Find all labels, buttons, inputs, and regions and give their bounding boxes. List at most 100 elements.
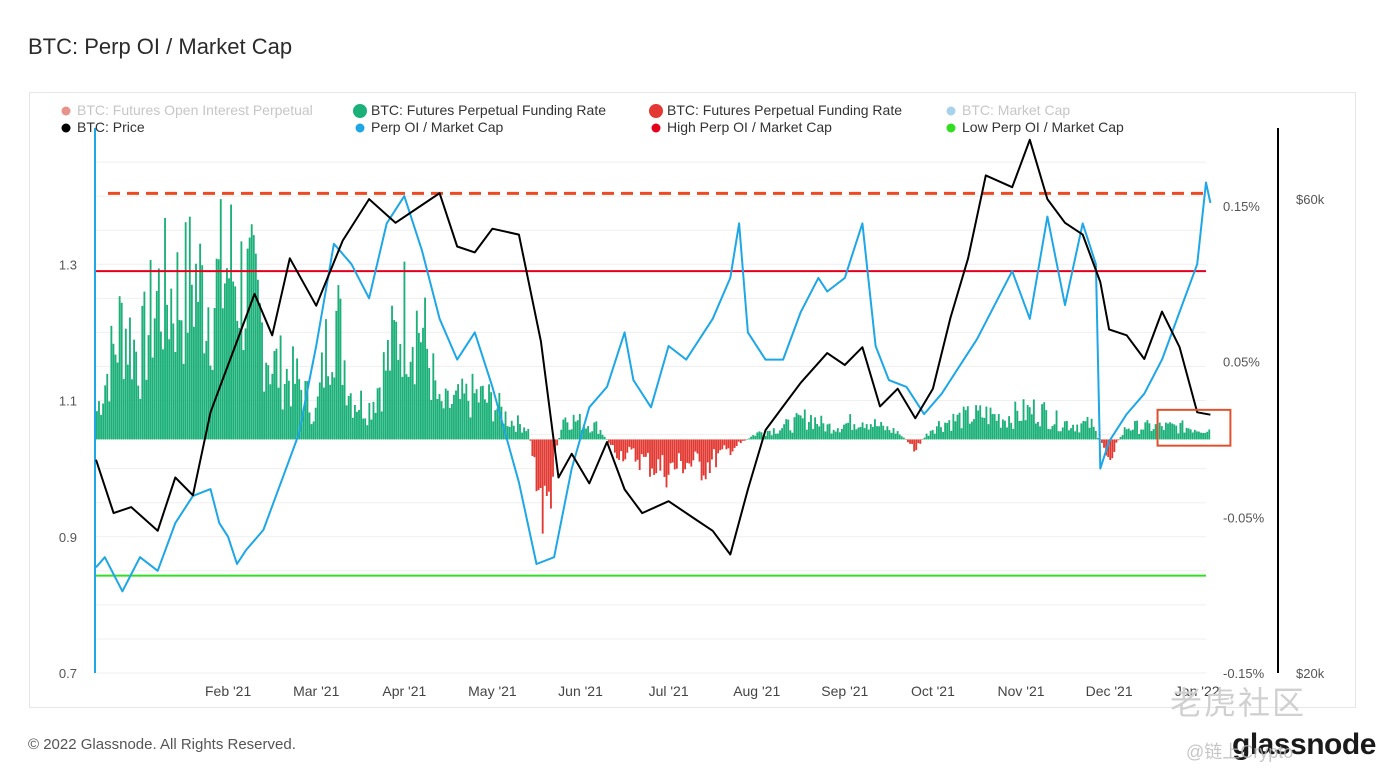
funding-rate-bar: [539, 439, 542, 489]
funding-rate-bar: [498, 393, 501, 440]
funding-rate-bar: [558, 437, 561, 440]
funding-rate-bar: [828, 423, 831, 440]
funding-rate-bar: [308, 412, 311, 440]
legend-marker[interactable]: [355, 123, 365, 133]
legend-label[interactable]: BTC: Price: [77, 119, 145, 135]
funding-rate-bar: [1131, 429, 1134, 440]
legend-marker[interactable]: [649, 104, 663, 118]
legend-label[interactable]: BTC: Futures Perpetual Funding Rate: [667, 102, 902, 118]
funding-rate-bar: [1051, 425, 1054, 440]
funding-rate-bar: [440, 401, 443, 440]
funding-rate-bar: [265, 362, 268, 440]
funding-rate-bar: [682, 439, 684, 474]
funding-rate-bar: [1123, 427, 1126, 440]
funding-rate-bar: [655, 439, 658, 474]
funding-rate-bar: [779, 430, 781, 440]
funding-rate-bar: [259, 303, 261, 440]
funding-rate-bar: [741, 439, 744, 441]
funding-rate-bar: [203, 353, 206, 440]
funding-rate-bar: [523, 427, 526, 440]
funding-rate-bar: [1016, 410, 1019, 440]
legend-label[interactable]: BTC: Market Cap: [962, 102, 1070, 118]
funding-rate-bar: [162, 349, 164, 440]
funding-rate-bar: [444, 388, 447, 440]
funding-rate-bar: [952, 413, 955, 440]
funding-rate-bar: [287, 380, 290, 440]
funding-rate-bar: [556, 439, 559, 446]
legend-marker[interactable]: [946, 123, 956, 133]
funding-rate-bar: [242, 350, 245, 440]
funding-rate-bar: [250, 224, 253, 440]
funding-rate-bar: [595, 421, 598, 440]
funding-rate-bar: [1167, 423, 1169, 440]
funding-rate-bar: [921, 439, 924, 440]
funding-rate-bar: [145, 379, 148, 440]
funding-rate-bar: [727, 439, 730, 449]
funding-rate-bar: [351, 417, 354, 440]
x-axis-tick: Jan '22: [1175, 683, 1220, 699]
funding-rate-bar: [1101, 439, 1103, 443]
funding-rate-bar: [688, 439, 691, 464]
funding-rate-bar: [700, 439, 703, 481]
funding-rate-bar: [758, 431, 761, 440]
funding-rate-bar: [1006, 427, 1008, 440]
funding-rate-bar: [585, 428, 587, 440]
funding-rate-bar: [966, 406, 969, 440]
legend-marker[interactable]: [651, 123, 661, 133]
funding-rate-bar: [517, 415, 519, 440]
left-axis-tick: 1.1: [59, 394, 77, 409]
funding-rate-bar: [98, 401, 100, 440]
funding-rate-bar: [397, 359, 400, 440]
funding-rate-bar: [506, 426, 509, 440]
funding-rate-bar: [1127, 428, 1130, 440]
funding-rate-bar: [999, 427, 1002, 440]
funding-rate-bar: [384, 370, 387, 440]
funding-rate-bar: [865, 424, 868, 440]
funding-rate-bar: [836, 428, 839, 440]
funding-rate-bar: [492, 421, 495, 440]
funding-rate-bar: [382, 352, 385, 440]
funding-rate-bar: [574, 421, 577, 440]
funding-rate-bar: [1144, 422, 1147, 440]
funding-rate-bar: [942, 431, 944, 440]
funding-rate-bar: [190, 284, 193, 440]
funding-rate-bar: [944, 422, 947, 440]
funding-rate-bar: [859, 427, 862, 440]
legend-marker[interactable]: [61, 123, 71, 133]
funding-rate-bar: [269, 384, 272, 440]
legend-marker[interactable]: [61, 106, 71, 116]
funding-rate-bar: [537, 439, 540, 491]
funding-rate-bar: [1129, 430, 1132, 440]
legend-label[interactable]: BTC: Futures Perpetual Funding Rate: [371, 102, 606, 118]
legend-label[interactable]: High Perp OI / Market Cap: [667, 119, 832, 135]
legend-marker[interactable]: [946, 106, 956, 116]
funding-rate-bar: [327, 376, 329, 440]
funding-rate-bar: [609, 439, 612, 445]
legend-marker[interactable]: [353, 104, 367, 118]
funding-rate-bar: [488, 384, 490, 440]
funding-rate-bar: [552, 439, 554, 477]
funding-rate-bar: [770, 435, 773, 440]
funding-rate-bar: [100, 414, 102, 440]
left-axis-tick: 0.9: [59, 530, 77, 545]
funding-rate-bar: [950, 430, 953, 440]
funding-rate-bar: [647, 439, 649, 453]
funding-rate-bar: [886, 426, 889, 440]
funding-rate-bar: [413, 384, 416, 440]
funding-rate-bar: [341, 384, 344, 440]
funding-rate-bar: [304, 380, 307, 440]
funding-rate-bar: [651, 439, 653, 469]
funding-rate-bar: [560, 429, 563, 440]
funding-rate-bar: [349, 393, 352, 440]
funding-rate-bar: [801, 418, 804, 440]
funding-rate-bar: [605, 439, 608, 440]
funding-rate-bar: [1152, 429, 1155, 440]
legend-label[interactable]: Perp OI / Market Cap: [371, 119, 503, 135]
funding-rate-bar: [824, 431, 827, 440]
legend-label[interactable]: BTC: Futures Open Interest Perpetual: [77, 102, 313, 118]
funding-rate-bar: [665, 439, 668, 488]
funding-rate-bar: [1020, 420, 1023, 440]
funding-rate-bar: [562, 419, 565, 440]
legend-label[interactable]: Low Perp OI / Market Cap: [962, 119, 1124, 135]
funding-rate-bar: [987, 424, 990, 440]
